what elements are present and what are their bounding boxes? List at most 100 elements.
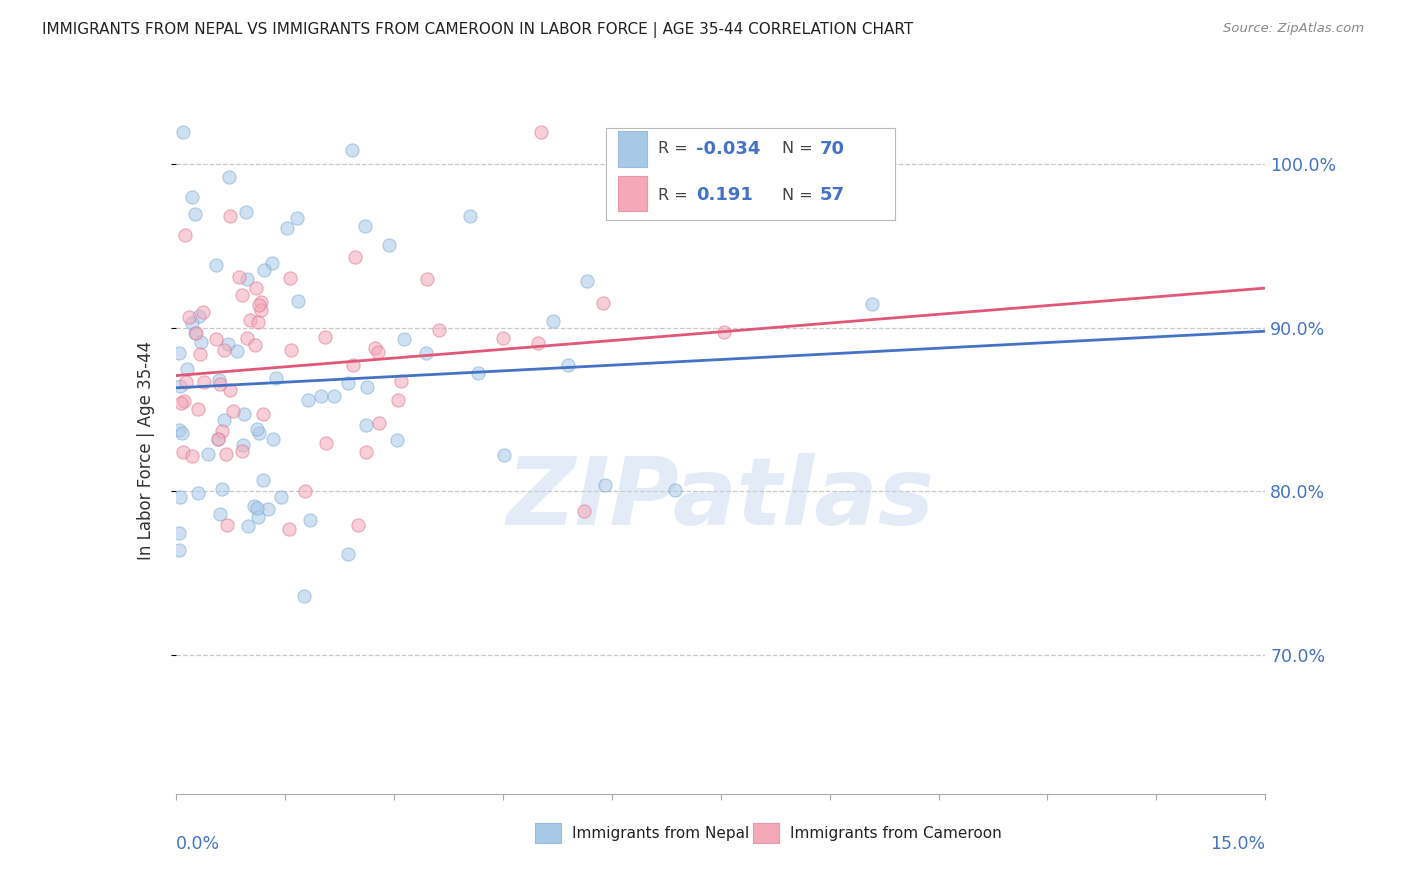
Point — [236, 272, 259, 286]
Point — [187, 310, 209, 324]
Point — [253, 263, 276, 277]
Point — [173, 393, 195, 408]
Point — [458, 210, 481, 224]
Point — [354, 219, 377, 233]
Point — [235, 205, 257, 219]
Text: -0.034: -0.034 — [696, 140, 761, 158]
Point — [287, 294, 309, 309]
Point — [207, 433, 229, 447]
Text: Source: ZipAtlas.com: Source: ZipAtlas.com — [1223, 22, 1364, 36]
Point — [217, 337, 239, 351]
Point — [270, 490, 292, 504]
Point — [342, 358, 364, 372]
Point — [235, 331, 257, 345]
Point — [292, 589, 315, 603]
Point — [233, 407, 256, 421]
Point — [356, 379, 378, 393]
Point — [208, 373, 231, 387]
Point — [209, 507, 232, 521]
Point — [250, 295, 273, 310]
Point — [860, 297, 883, 311]
Point — [257, 502, 280, 516]
Bar — [617, 131, 647, 167]
Point — [389, 374, 412, 388]
Point — [250, 302, 273, 317]
Point — [245, 280, 267, 294]
Point — [492, 448, 515, 462]
Point — [387, 392, 409, 407]
Point — [287, 211, 309, 226]
Point — [208, 376, 231, 391]
Point — [169, 346, 191, 360]
Text: ZIPatlas: ZIPatlas — [506, 452, 935, 544]
Point — [231, 287, 253, 301]
Point — [184, 207, 207, 221]
Point — [239, 313, 262, 327]
Point — [212, 413, 235, 427]
Point — [212, 343, 235, 357]
Point — [364, 341, 387, 355]
Point — [187, 485, 209, 500]
Point — [427, 323, 450, 337]
Point — [246, 500, 269, 515]
Point — [231, 443, 253, 458]
Point — [298, 513, 321, 527]
Text: 0.0%: 0.0% — [176, 835, 219, 853]
Text: N =: N = — [782, 188, 813, 202]
Point — [368, 416, 391, 430]
Point — [215, 446, 238, 460]
Point — [252, 473, 274, 487]
Point — [169, 525, 191, 540]
Point — [314, 330, 336, 344]
Point — [337, 547, 360, 561]
Point — [211, 424, 233, 438]
Point — [232, 438, 254, 452]
Point — [169, 378, 191, 392]
Point — [541, 314, 564, 328]
Point — [392, 331, 415, 345]
Point — [172, 425, 194, 440]
Point — [367, 345, 389, 359]
Text: Immigrants from Nepal: Immigrants from Nepal — [572, 826, 749, 840]
Point — [207, 432, 229, 446]
Point — [416, 272, 439, 286]
Point — [169, 423, 191, 437]
Text: R =: R = — [658, 142, 688, 156]
Point — [526, 335, 548, 350]
Point — [181, 449, 204, 463]
Point — [576, 274, 599, 288]
Point — [276, 221, 298, 235]
Point — [530, 124, 553, 138]
Text: 57: 57 — [820, 186, 845, 204]
Point — [311, 388, 333, 402]
Text: Immigrants from Cameroon: Immigrants from Cameroon — [790, 826, 1001, 840]
Point — [247, 426, 270, 441]
Point — [191, 305, 214, 319]
Point — [211, 482, 233, 496]
Point — [172, 445, 194, 459]
Point — [280, 343, 302, 357]
Point — [169, 490, 191, 504]
Point — [169, 542, 191, 557]
Point — [188, 347, 211, 361]
Point — [222, 403, 245, 417]
Point — [180, 316, 202, 330]
Text: 15.0%: 15.0% — [1211, 835, 1265, 853]
Point — [347, 518, 370, 533]
Point — [219, 383, 242, 397]
Point — [592, 296, 614, 310]
Point — [190, 334, 212, 349]
Point — [218, 170, 240, 185]
Point — [387, 434, 409, 448]
Point — [228, 269, 250, 284]
Point — [204, 332, 226, 346]
Point — [204, 258, 226, 272]
Y-axis label: In Labor Force | Age 35-44: In Labor Force | Age 35-44 — [136, 341, 155, 560]
Point — [180, 190, 202, 204]
Point — [243, 499, 266, 513]
Point — [572, 504, 595, 518]
Point — [344, 250, 367, 264]
Point — [315, 435, 337, 450]
Point — [246, 315, 269, 329]
Point — [278, 270, 301, 285]
